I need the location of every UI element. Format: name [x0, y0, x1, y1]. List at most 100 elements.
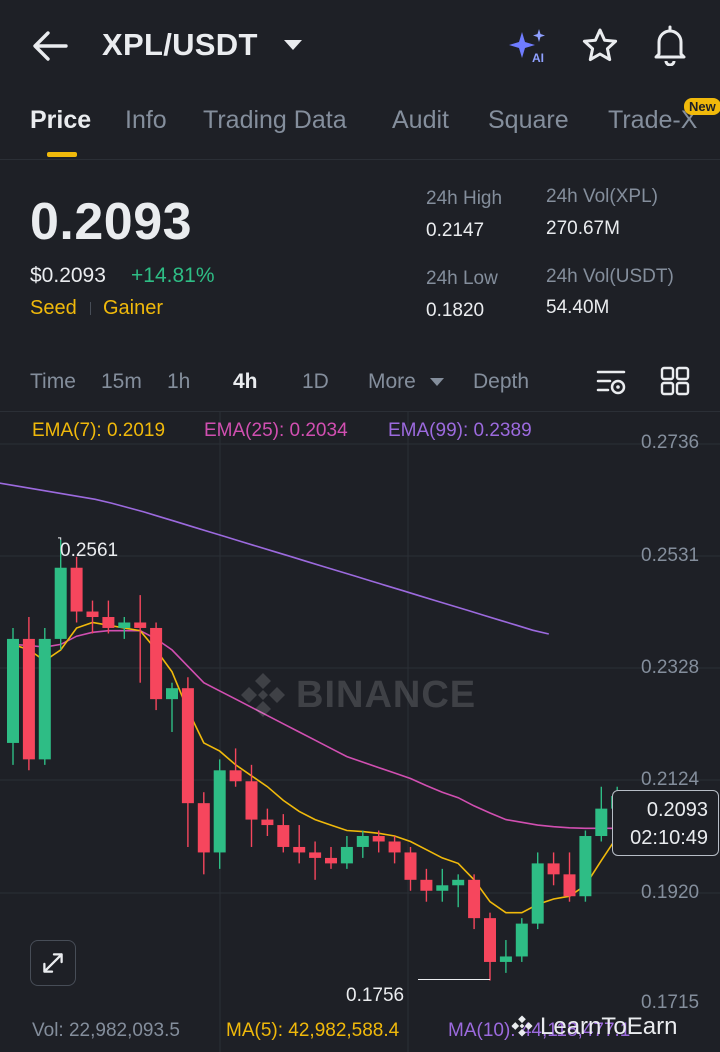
ema7-legend: EMA(7): 0.2019 [32, 420, 166, 441]
interval-depth[interactable]: Depth [473, 370, 530, 393]
interval-1d[interactable]: 1D [302, 370, 329, 393]
candle-body [404, 852, 417, 880]
candle-body [7, 638, 19, 743]
tab-audit[interactable]: Audit [392, 106, 449, 134]
trading-pair-title[interactable]: XPL/USDT [102, 27, 258, 62]
y-tick: 0.2736 [641, 432, 700, 453]
volume-value: Vol: 22,982,093.5 [32, 1020, 180, 1041]
y-tick: 0.2328 [641, 657, 700, 678]
binance-logo-icon [511, 1015, 533, 1037]
candle-body [484, 918, 496, 962]
max-marker-line [58, 537, 62, 540]
candle-body [22, 638, 35, 760]
candle-body [181, 688, 194, 804]
candle-body [38, 638, 51, 760]
tab-info[interactable]: Info [125, 106, 167, 134]
low-label: 24h Low [426, 268, 498, 289]
candle-body [118, 622, 131, 628]
new-badge: New [684, 98, 720, 115]
vol-usdt-label: 24h Vol(USDT) [546, 266, 674, 287]
binance-watermark: BINANCE [238, 670, 488, 720]
tab-trading-data[interactable]: Trading Data [203, 106, 347, 134]
tab-trade-x[interactable]: Trade-X [608, 106, 698, 134]
y-tick: 0.2124 [641, 769, 700, 790]
expand-icon[interactable] [30, 940, 76, 986]
volume-ma10: MA(10): 44,118,477.1 [448, 1020, 631, 1041]
top-bar: XPL/USDT AI [0, 0, 720, 92]
usd-price: $0.2093 [30, 264, 106, 287]
seed-tag[interactable]: Seed [30, 297, 77, 319]
interval-time[interactable]: Time [30, 370, 76, 393]
candle-body [293, 846, 306, 853]
tag-separator [90, 302, 91, 315]
interval-1h[interactable]: 1h [167, 370, 191, 393]
caret-down-icon[interactable] [430, 378, 444, 386]
learn-to-earn-overlay: LearnToEarn [510, 1013, 677, 1041]
candlestick-chart[interactable] [0, 412, 720, 1052]
volume-ma5: MA(5): 42,982,588.4 [226, 1020, 400, 1041]
candle-body [309, 852, 322, 858]
candle-body [197, 803, 210, 853]
min-price-label: 0.1756 [346, 985, 405, 1006]
ema99-line [0, 482, 549, 635]
candle-body [245, 781, 258, 820]
candle-body [102, 617, 115, 628]
chart-settings-icon[interactable] [596, 366, 628, 398]
candle-body [420, 879, 433, 891]
candle-body [166, 688, 178, 700]
last-price: 0.2093 [30, 193, 193, 251]
vol-xpl-label: 24h Vol(XPL) [546, 186, 658, 207]
interval-more[interactable]: More [368, 370, 416, 393]
candle-body [229, 770, 242, 782]
ai-label: AI [532, 51, 544, 65]
star-icon[interactable] [580, 26, 620, 66]
vol-usdt-value: 54.40M [546, 297, 610, 318]
grid-layout-icon[interactable] [660, 366, 690, 396]
candle-body [150, 627, 163, 700]
candle-body [436, 885, 449, 891]
candle-body [579, 836, 592, 897]
tab-price[interactable]: Price [30, 106, 92, 134]
bell-icon[interactable] [650, 24, 690, 66]
tab-bar: Price Info Trading Data Audit Square Tra… [0, 92, 720, 160]
change-percent: +14.81% [131, 264, 215, 287]
arrow-left-icon[interactable] [30, 28, 70, 64]
y-tick: 0.1920 [641, 882, 700, 903]
candle-body [388, 841, 401, 853]
candle-body [515, 923, 528, 957]
candle-body [213, 770, 226, 853]
y-tick: 0.1715 [641, 992, 700, 1013]
current-price-tag[interactable]: 0.2093 02:10:49 [612, 790, 719, 856]
high-label: 24h High [426, 188, 503, 209]
ema25-line [12, 629, 618, 830]
candle-body [595, 808, 608, 837]
candle-body [547, 863, 560, 875]
ema25-legend: EMA(25): 0.2034 [204, 420, 348, 441]
candle-body [134, 622, 147, 628]
watermark-text: BINANCE [296, 674, 477, 716]
candle-body [563, 874, 576, 897]
tab-square[interactable]: Square [488, 106, 569, 134]
sparkle-ai-icon[interactable]: AI [508, 26, 550, 66]
caret-down-icon[interactable] [284, 40, 302, 50]
candle-body [356, 836, 369, 847]
max-price-label: 0.2561 [60, 540, 119, 561]
candle-countdown: 02:10:49 [630, 827, 708, 849]
low-value: 0.1820 [426, 300, 485, 321]
learn-to-earn-text: LearnToEarn [540, 1013, 678, 1040]
candle-body [86, 611, 99, 618]
active-tab-indicator [47, 152, 77, 157]
current-price: 0.2093 [646, 799, 708, 821]
high-value: 0.2147 [426, 220, 485, 241]
candle-body [452, 879, 465, 886]
divider [0, 411, 720, 412]
ema99-legend: EMA(99): 0.2389 [388, 420, 532, 441]
interval-4h[interactable]: 4h [233, 370, 258, 393]
candle-body [54, 567, 67, 639]
gainer-tag[interactable]: Gainer [103, 297, 164, 319]
candle-body [70, 567, 83, 612]
candle-body [340, 846, 353, 864]
y-tick: 0.2531 [641, 545, 700, 566]
interval-15m[interactable]: 15m [101, 370, 142, 393]
candle-body [261, 819, 274, 826]
